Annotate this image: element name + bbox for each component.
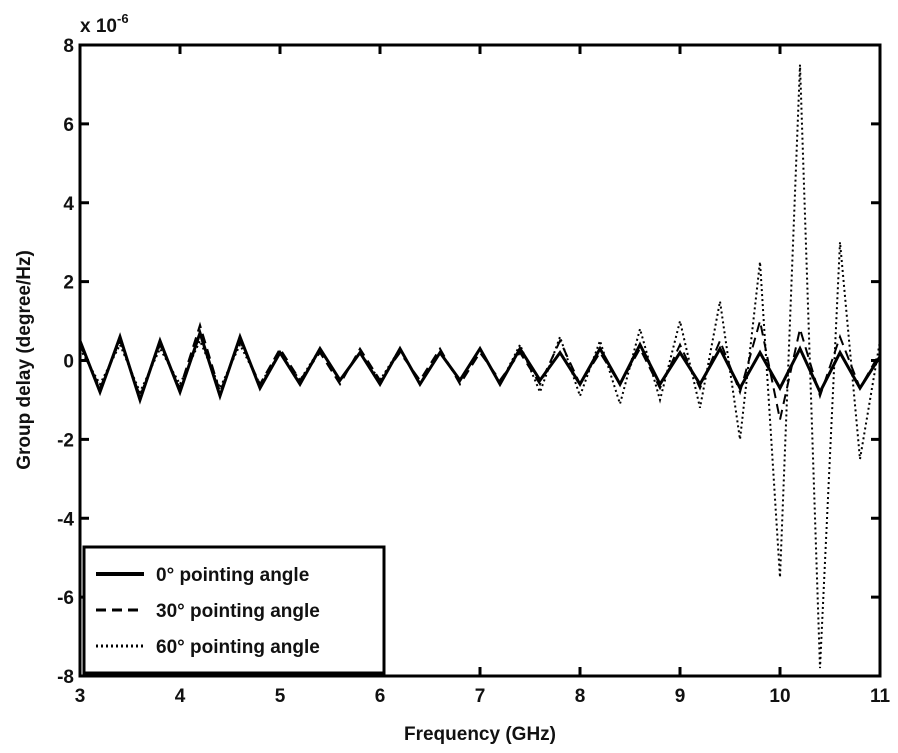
y-tick-label: -4 — [57, 509, 74, 530]
y-tick-label: 8 — [63, 36, 74, 57]
y-multiplier: x 10-6 — [80, 11, 129, 37]
y-axis-label: Group delay (degree/Hz) — [14, 250, 35, 470]
x-tick-label: 7 — [475, 686, 486, 707]
x-tick-label: 10 — [769, 686, 790, 707]
y-tick-label: 0 — [63, 352, 74, 373]
x-tick-label: 4 — [175, 686, 186, 707]
y-tick-label: -8 — [57, 667, 74, 688]
data-line — [79, 64, 881, 669]
y-tick-label: -6 — [57, 588, 74, 609]
x-tick-label: 3 — [75, 686, 86, 707]
data-line — [79, 320, 881, 420]
legend: 0° pointing angle 30° pointing angle 60° p… — [82, 545, 386, 675]
y-tick-label: 4 — [63, 194, 74, 215]
y-tick-label: 2 — [63, 273, 74, 294]
multiplier-exponent: -6 — [117, 11, 129, 26]
legend-label: 0° pointing angle — [156, 565, 309, 586]
multiplier-base: x 10 — [80, 16, 117, 37]
y-tick-label: -2 — [57, 430, 74, 451]
x-axis-label: Frequency (GHz) — [404, 724, 556, 745]
data-line — [78, 328, 882, 405]
y-tick-label: 6 — [63, 115, 74, 136]
legend-label: 30° pointing angle — [156, 601, 320, 622]
legend-label: 60° pointing angle — [156, 637, 320, 658]
x-tick-label: 5 — [275, 686, 286, 707]
x-tick-label: 9 — [675, 686, 686, 707]
x-tick-label: 6 — [375, 686, 386, 707]
x-tick-label: 11 — [870, 686, 891, 707]
x-tick-label: 8 — [575, 686, 586, 707]
